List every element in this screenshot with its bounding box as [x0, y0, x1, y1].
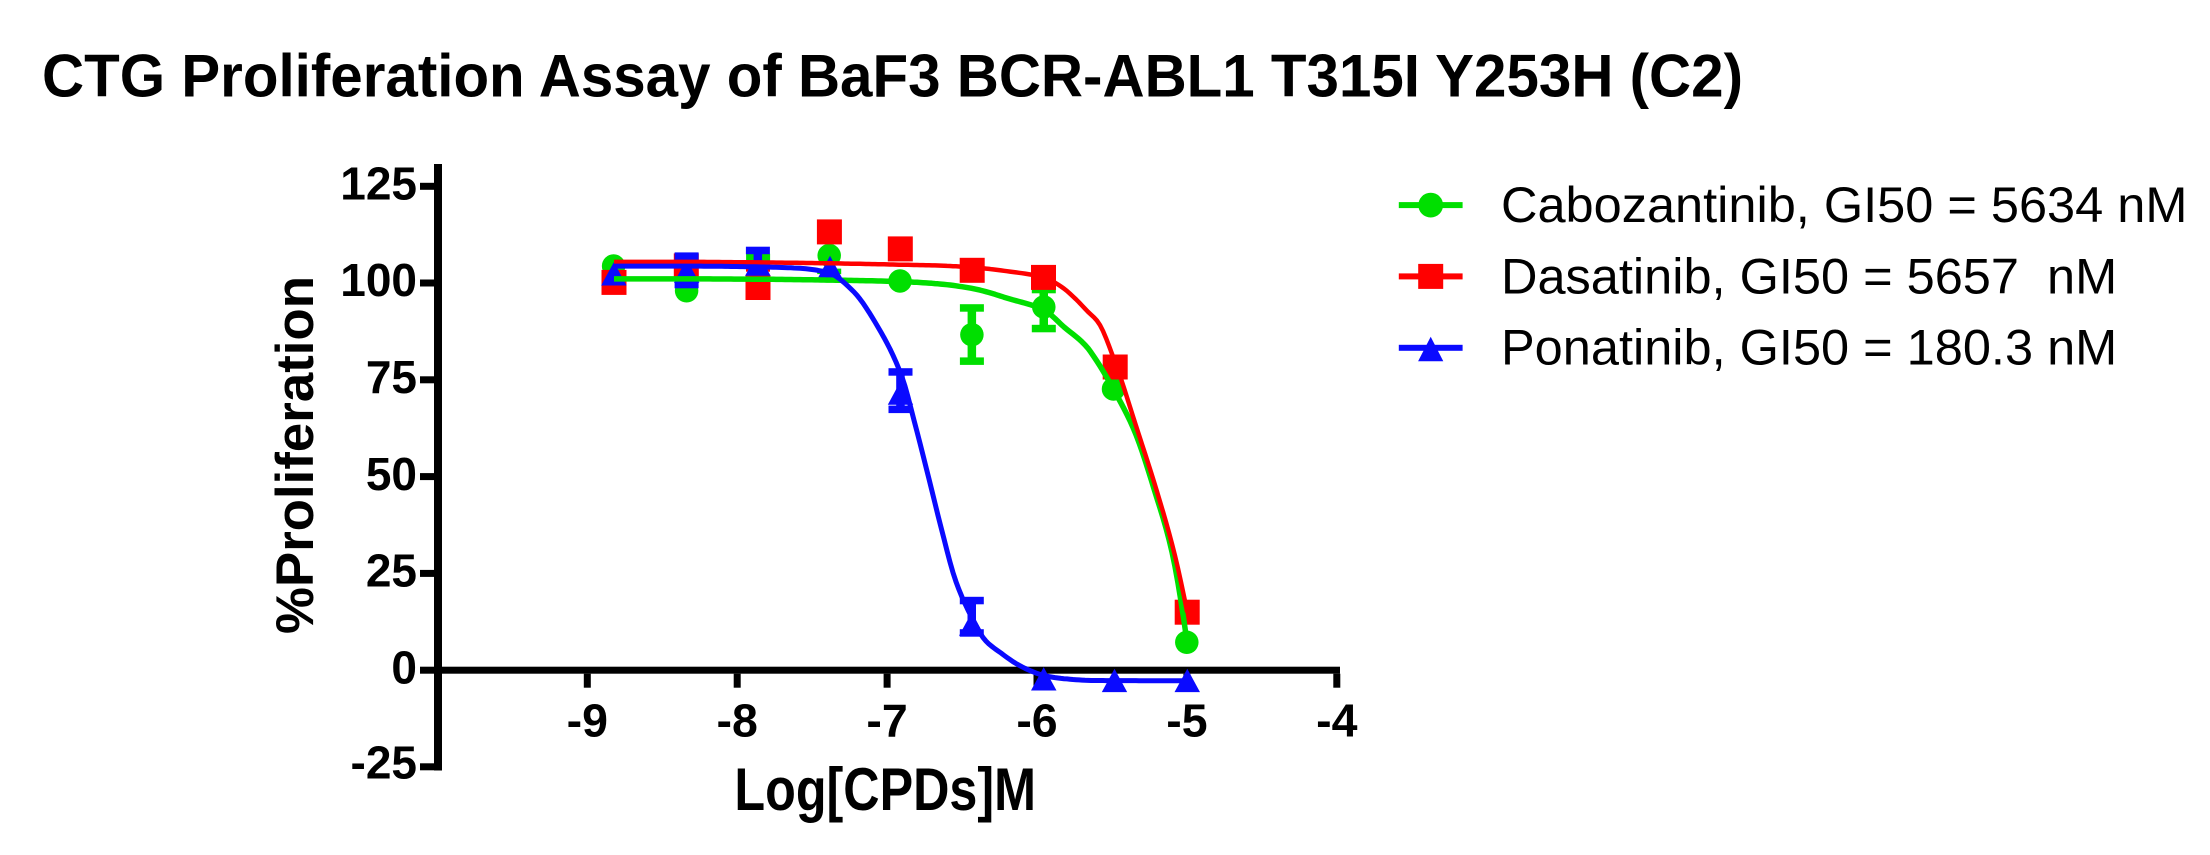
svg-text:-5: -5 [1166, 694, 1207, 746]
svg-text:Ponatinib, GI50 = 180.3 nM: Ponatinib, GI50 = 180.3 nM [1501, 319, 2117, 376]
svg-text:Cabozantinib, GI50 = 5634 nM: Cabozantinib, GI50 = 5634 nM [1501, 176, 2187, 233]
svg-text:25: 25 [366, 545, 417, 597]
svg-text:-4: -4 [1316, 694, 1357, 746]
svg-text:Log[CPDs]M: Log[CPDs]M [734, 756, 1036, 823]
svg-text:-8: -8 [717, 694, 758, 746]
svg-text:Dasatinib, GI50 = 5657 nM: Dasatinib, GI50 = 5657 nM [1501, 247, 2117, 304]
svg-text:-7: -7 [866, 694, 907, 746]
svg-text:125: 125 [340, 158, 417, 210]
svg-text:-9: -9 [567, 694, 608, 746]
svg-text:75: 75 [366, 351, 417, 403]
svg-text:0: 0 [391, 641, 417, 693]
svg-text:%Proliferation: %Proliferation [266, 276, 325, 634]
svg-text:50: 50 [366, 448, 417, 500]
svg-text:-25: -25 [351, 737, 417, 789]
svg-text:CTG Proliferation Assay of BaF: CTG Proliferation Assay of BaF3 BCR-ABL1… [42, 43, 1743, 110]
svg-text:100: 100 [340, 254, 417, 306]
svg-text:-6: -6 [1016, 694, 1057, 746]
